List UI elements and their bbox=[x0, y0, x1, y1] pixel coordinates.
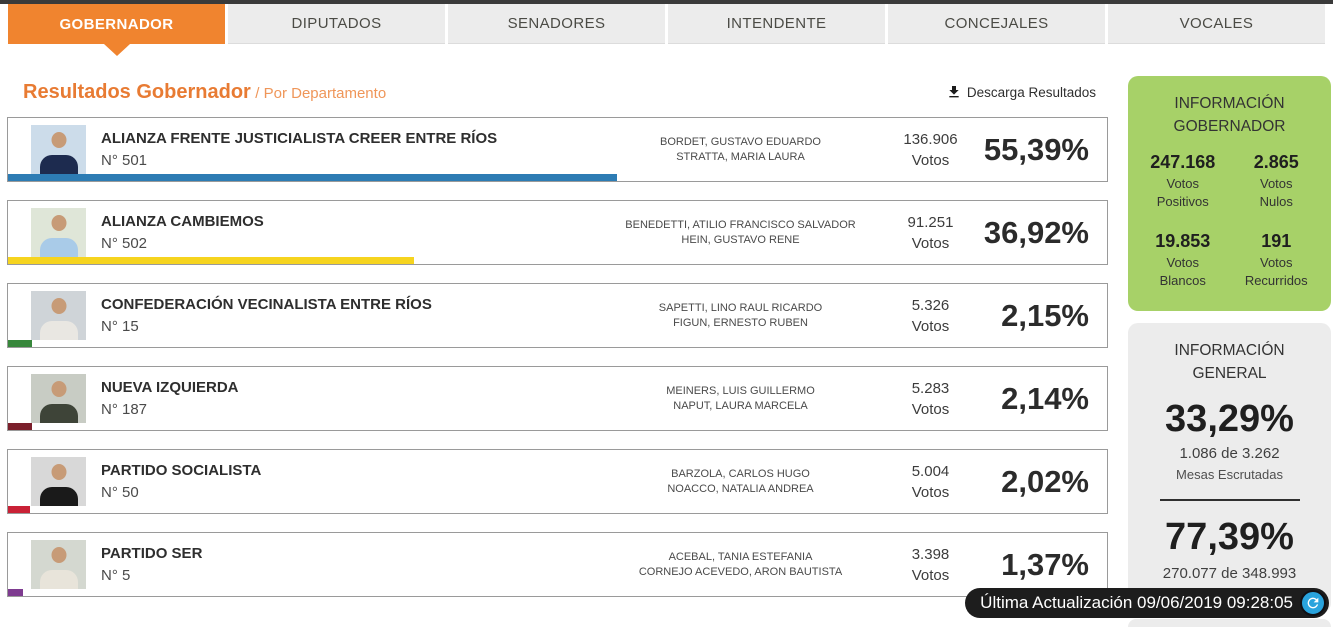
info-general-title: INFORMACIÓN GENERAL bbox=[1174, 342, 1285, 382]
party-number: N° 501 bbox=[101, 152, 148, 169]
party-number: N° 187 bbox=[101, 401, 148, 418]
party-name: NUEVA IZQUIERDA bbox=[101, 379, 239, 396]
candidate-photo bbox=[31, 291, 86, 340]
results-header: Resultados Gobernador / Por Departamento… bbox=[7, 78, 1108, 106]
results-panel: Resultados Gobernador / Por Departamento… bbox=[7, 78, 1108, 615]
mesas-escrutadas-percent: 33,29% bbox=[1165, 398, 1294, 440]
last-update-text: Última Actualización 09/06/2019 09:28:05 bbox=[980, 593, 1293, 612]
candidate-photo bbox=[31, 374, 86, 423]
result-bar bbox=[8, 257, 414, 264]
tab-label: SENADORES bbox=[507, 15, 606, 32]
info-sidebar: INFORMACIÓN GOBERNADOR 247.168 Votos Pos… bbox=[1128, 76, 1331, 613]
candidate-names: BENEDETTI, ATILIO FRANCISCO SALVADOR HEI… bbox=[625, 218, 856, 246]
refresh-icon[interactable] bbox=[1300, 590, 1326, 616]
party-name: ALIANZA FRENTE JUSTICIALISTA CREER ENTRE… bbox=[101, 130, 498, 147]
vote-percentage: 2,15% bbox=[1001, 297, 1089, 333]
party-name: PARTIDO SOCIALISTA bbox=[101, 462, 262, 479]
party-number: N° 502 bbox=[101, 235, 148, 252]
info-gobernador-box: INFORMACIÓN GOBERNADOR 247.168 Votos Pos… bbox=[1128, 76, 1331, 311]
top-strip bbox=[0, 0, 1333, 4]
tab-label: DIPUTADOS bbox=[291, 15, 382, 32]
votes-count: 5.004 Votos bbox=[911, 462, 950, 501]
gobernador-stats-grid: 247.168 Votos Positivos 2.865 Votos Nulo… bbox=[1136, 152, 1323, 290]
vote-percentage: 36,92% bbox=[983, 214, 1089, 250]
party-number: N° 15 bbox=[101, 318, 139, 335]
party-row: NUEVA IZQUIERDA N° 187 MEINERS, LUIS GUI… bbox=[7, 366, 1108, 431]
votes-count: 5.326 Votos bbox=[911, 296, 950, 335]
candidate-photo bbox=[31, 540, 86, 589]
tab-label: GOBERNADOR bbox=[59, 15, 174, 33]
stat-votos-positivos: 247.168 Votos Positivos bbox=[1150, 152, 1216, 209]
result-bar bbox=[8, 506, 31, 513]
tab-gobernador[interactable]: GOBERNADOR bbox=[8, 4, 225, 56]
votes-count: 5.283 Votos bbox=[911, 379, 950, 418]
download-icon bbox=[946, 84, 962, 100]
candidate-photo bbox=[31, 208, 86, 257]
party-row: CONFEDERACIÓN VECINALISTA ENTRE RÍOS N° … bbox=[7, 283, 1108, 348]
vote-percentage: 55,39% bbox=[983, 131, 1089, 167]
download-results-link[interactable]: Descarga Resultados bbox=[946, 84, 1096, 100]
tab-concejales[interactable]: CONCEJALES bbox=[888, 4, 1105, 44]
vote-percentage: 1,37% bbox=[1001, 546, 1089, 582]
tab-label: INTENDENTE bbox=[726, 15, 827, 32]
votes-count: 136.906 Votos bbox=[903, 130, 958, 169]
info-general-box: INFORMACIÓN GENERAL 33,29% 1.086 de 3.26… bbox=[1128, 323, 1331, 613]
party-number: N° 50 bbox=[101, 484, 139, 501]
page-title: Resultados Gobernador bbox=[23, 80, 251, 103]
tab-senadores[interactable]: SENADORES bbox=[448, 4, 665, 44]
party-name: ALIANZA CAMBIEMOS bbox=[101, 213, 264, 230]
tab-diputados[interactable]: DIPUTADOS bbox=[228, 4, 445, 44]
party-row: PARTIDO SER N° 5 ACEBAL, TANIA ESTEFANIA… bbox=[7, 532, 1108, 597]
votes-count: 3.398 Votos bbox=[911, 545, 950, 584]
divider bbox=[1159, 499, 1300, 501]
votes-count: 91.251 Votos bbox=[907, 213, 954, 252]
tab-label: CONCEJALES bbox=[944, 15, 1049, 32]
result-bar bbox=[8, 340, 32, 347]
mesas-escrutadas-detail: 1.086 de 3.262 bbox=[1179, 445, 1280, 462]
candidate-photo bbox=[31, 457, 86, 506]
vote-percentage: 2,02% bbox=[1001, 463, 1089, 499]
party-row: ALIANZA CAMBIEMOS N° 502 BENEDETTI, ATIL… bbox=[7, 200, 1108, 265]
party-name: PARTIDO SER bbox=[101, 545, 203, 562]
electores-escrutados-detail: 270.077 de 348.993 bbox=[1162, 565, 1297, 582]
last-update-bar: Última Actualización 09/06/2019 09:28:05 bbox=[965, 588, 1329, 618]
candidate-names: BARZOLA, CARLOS HUGO NOACCO, NATALIA AND… bbox=[667, 467, 814, 495]
result-bar bbox=[8, 174, 617, 181]
mesas-escrutadas-label: Mesas Escrutadas bbox=[1176, 467, 1283, 482]
party-row: PARTIDO SOCIALISTA N° 50 BARZOLA, CARLOS… bbox=[7, 449, 1108, 514]
page-subtitle: / Por Departamento bbox=[255, 84, 387, 102]
candidate-names: MEINERS, LUIS GUILLERMO NAPUT, LAURA MAR… bbox=[666, 384, 815, 412]
result-bar bbox=[8, 589, 24, 596]
tab-bar: GOBERNADOR DIPUTADOS SENADORES INTENDENT… bbox=[8, 4, 1325, 56]
stat-votos-blancos: 19.853 Votos Blancos bbox=[1155, 231, 1211, 288]
party-row: ALIANZA FRENTE JUSTICIALISTA CREER ENTRE… bbox=[7, 117, 1108, 182]
electores-escrutados-percent: 77,39% bbox=[1165, 516, 1294, 558]
candidate-names: SAPETTI, LINO RAUL RICARDO FIGUN, ERNEST… bbox=[658, 301, 823, 329]
tab-vocales[interactable]: VOCALES bbox=[1108, 4, 1325, 44]
party-name: CONFEDERACIÓN VECINALISTA ENTRE RÍOS bbox=[101, 296, 432, 313]
active-tab-arrow bbox=[103, 44, 130, 56]
bottom-sidebar-box bbox=[1128, 619, 1331, 627]
vote-percentage: 2,14% bbox=[1001, 380, 1089, 416]
tab-intendente[interactable]: INTENDENTE bbox=[668, 4, 885, 44]
download-label: Descarga Resultados bbox=[966, 84, 1096, 100]
party-number: N° 5 bbox=[101, 567, 131, 584]
stat-votos-recurridos: 191 Votos Recurridos bbox=[1244, 231, 1308, 288]
candidate-photo bbox=[31, 125, 86, 174]
tab-label: VOCALES bbox=[1179, 15, 1254, 32]
breadcrumb: Resultados Gobernador / Por Departamento bbox=[23, 81, 386, 104]
info-gobernador-title: INFORMACIÓN GOBERNADOR bbox=[1173, 95, 1286, 135]
candidate-names: ACEBAL, TANIA ESTEFANIA CORNEJO ACEVEDO,… bbox=[638, 550, 843, 578]
stat-votos-nulos: 2.865 Votos Nulos bbox=[1253, 152, 1299, 209]
result-bar bbox=[8, 423, 32, 430]
candidate-names: BORDET, GUSTAVO EDUARDO STRATTA, MARIA L… bbox=[660, 135, 821, 163]
